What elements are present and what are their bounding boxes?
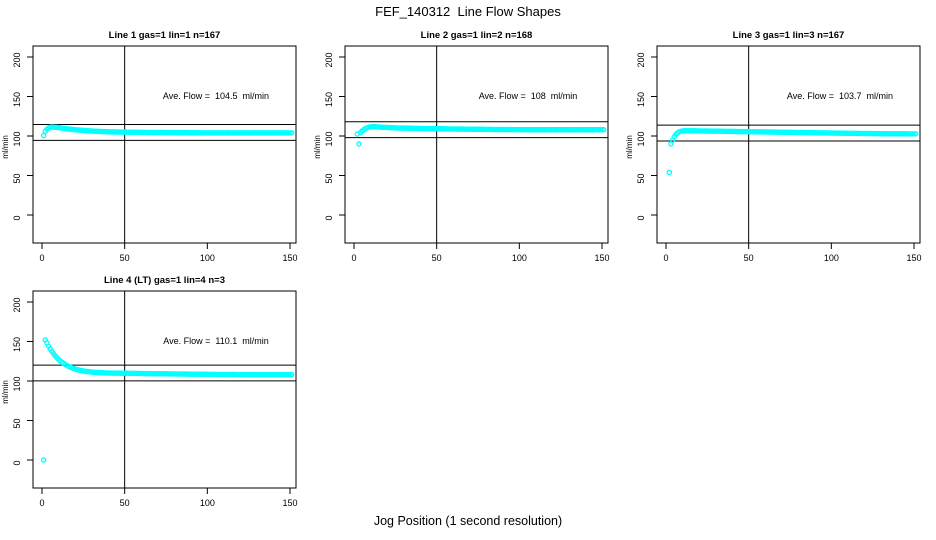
x-axis-ticks: 0 50 100 150 xyxy=(39,243,298,263)
x-axis-ticks: 0 50 100 150 xyxy=(663,243,922,263)
panel-title: Line 3 gas=1 lin=3 n=167 xyxy=(733,30,845,41)
scatter-plot-1: Line 1 gas=1 lin=1 n=167 0 50 100 150 0 50 100 1… xyxy=(1,30,298,263)
x-tick-label: 150 xyxy=(594,253,609,263)
data-point xyxy=(288,371,295,378)
x-tick-label: 150 xyxy=(906,253,921,263)
panel-line-4: Line 4 (LT) gas=1 lin=4 n=3 0 50 100 150 0 50 1… xyxy=(0,265,312,510)
x-tick-label: 50 xyxy=(120,498,130,508)
y-tick-label: 150 xyxy=(636,92,646,107)
y-axis-ticks: 0 50 100 150 200 xyxy=(324,52,345,221)
x-tick-label: 0 xyxy=(39,498,44,508)
y-axis-title: ml/min xyxy=(313,135,322,159)
x-tick-label: 0 xyxy=(39,253,44,263)
plot-box xyxy=(344,45,609,244)
x-tick-label: 150 xyxy=(282,253,297,263)
y-tick-label: 0 xyxy=(324,215,334,220)
reference-lines xyxy=(33,291,296,488)
plot-box xyxy=(32,290,297,489)
y-tick-label: 150 xyxy=(324,92,334,107)
y-tick-label: 100 xyxy=(324,131,334,146)
scatter-plot-2: Line 2 gas=1 lin=2 n=168 0 50 100 150 0 50 100 1… xyxy=(313,30,610,263)
y-tick-label: 150 xyxy=(12,92,22,107)
figure-title: FEF_140312 Line Flow Shapes xyxy=(375,4,561,19)
data-point xyxy=(40,132,47,139)
panel-title: Line 4 (LT) gas=1 lin=4 n=3 xyxy=(104,275,225,286)
data-point xyxy=(600,126,607,133)
x-axis-ticks: 0 50 100 150 xyxy=(39,488,298,508)
reference-lines xyxy=(345,46,608,243)
data-points xyxy=(40,124,295,139)
data-point xyxy=(912,131,919,137)
reference-lines xyxy=(33,46,296,243)
reference-lines xyxy=(657,46,920,243)
y-tick-label: 200 xyxy=(12,297,22,312)
y-axis-ticks: 0 50 100 150 200 xyxy=(12,52,33,221)
y-tick-label: 50 xyxy=(12,173,22,183)
y-tick-label: 0 xyxy=(12,215,22,220)
y-tick-label: 200 xyxy=(636,52,646,67)
plot-box xyxy=(32,45,297,244)
ave-flow-annotation: Ave. Flow = 108 ml/min xyxy=(479,91,578,101)
x-tick-label: 100 xyxy=(200,498,215,508)
scatter-plot-4: Line 4 (LT) gas=1 lin=4 n=3 0 50 100 150 0 50 1… xyxy=(1,275,298,508)
y-axis-title: ml/min xyxy=(1,380,10,404)
ave-flow-annotation: Ave. Flow = 104.5 ml/min xyxy=(163,91,269,101)
y-tick-label: 100 xyxy=(12,376,22,391)
y-tick-label: 100 xyxy=(12,131,22,146)
y-axis-title: ml/min xyxy=(625,135,634,159)
x-tick-label: 100 xyxy=(200,253,215,263)
ave-flow-annotation: Ave. Flow = 110.1 ml/min xyxy=(163,336,268,346)
y-tick-label: 200 xyxy=(12,52,22,67)
x-tick-label: 0 xyxy=(663,253,668,263)
ave-flow-annotation: Ave. Flow = 103.7 ml/min xyxy=(787,91,893,101)
y-axis-title: ml/min xyxy=(1,135,10,159)
y-tick-label: 50 xyxy=(12,418,22,428)
y-tick-label: 50 xyxy=(324,173,334,183)
y-axis-ticks: 0 50 100 150 200 xyxy=(636,52,657,221)
scatter-plot-3: Line 3 gas=1 lin=3 n=167 0 50 100 150 0 50 100 1… xyxy=(625,30,922,263)
y-tick-label: 0 xyxy=(12,460,22,465)
x-axis-label: Jog Position (1 second resolution) xyxy=(373,514,563,528)
x-tick-label: 50 xyxy=(744,253,754,263)
data-point xyxy=(288,130,295,136)
x-axis-ticks: 0 50 100 150 xyxy=(351,243,610,263)
data-points xyxy=(666,127,919,176)
panel-line-3: Line 3 gas=1 lin=3 n=167 0 50 100 150 0 50 100 1… xyxy=(624,20,936,265)
panel-line-2: Line 2 gas=1 lin=2 n=168 0 50 100 150 0 50 100 1… xyxy=(312,20,624,265)
data-point xyxy=(666,169,673,176)
x-tick-label: 100 xyxy=(512,253,527,263)
x-tick-label: 50 xyxy=(432,253,442,263)
data-point xyxy=(40,457,47,463)
y-tick-label: 200 xyxy=(324,52,334,67)
panel-line-1: Line 1 gas=1 lin=1 n=167 0 50 100 150 0 50 100 1… xyxy=(0,20,312,265)
y-tick-label: 100 xyxy=(636,131,646,146)
plot-box xyxy=(656,45,921,244)
y-tick-label: 0 xyxy=(636,215,646,220)
y-axis-ticks: 0 50 100 150 200 xyxy=(12,297,33,466)
data-points xyxy=(40,337,295,463)
panel-title: Line 1 gas=1 lin=1 n=167 xyxy=(109,30,221,41)
x-tick-label: 100 xyxy=(824,253,839,263)
y-tick-label: 150 xyxy=(12,337,22,352)
x-tick-label: 0 xyxy=(351,253,356,263)
data-point xyxy=(356,141,362,147)
y-tick-label: 50 xyxy=(636,173,646,183)
data-points xyxy=(354,123,607,147)
x-tick-label: 150 xyxy=(282,498,297,508)
panel-title: Line 2 gas=1 lin=2 n=168 xyxy=(421,30,533,41)
x-tick-label: 50 xyxy=(120,253,130,263)
